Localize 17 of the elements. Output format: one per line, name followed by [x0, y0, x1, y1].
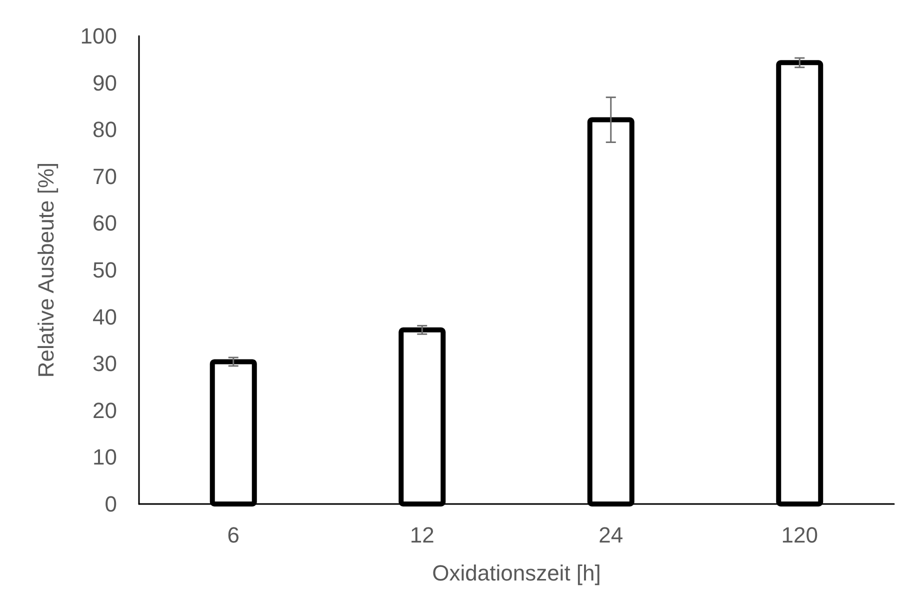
x-tick-label: 6	[227, 522, 240, 548]
y-tick-label: 60	[92, 210, 117, 236]
x-tick-label: 24	[598, 522, 624, 548]
y-tick-label: 100	[80, 24, 117, 48]
x-tick-label: 12	[410, 522, 434, 548]
y-tick-label: 20	[92, 398, 117, 423]
y-tick-label: 10	[92, 444, 117, 470]
x-tick-label: 120	[781, 522, 818, 548]
y-tick-label: 40	[92, 304, 117, 330]
y-tick-label: 70	[92, 164, 117, 189]
x-axis-title: Oxidationszeit [h]	[432, 560, 601, 586]
y-tick-label: 90	[92, 70, 117, 96]
y-axis-title: Relative Ausbeute [%]	[34, 162, 58, 378]
y-tick-label: 30	[92, 351, 117, 376]
y-tick-label: 50	[92, 258, 117, 282]
y-tick-label: 80	[92, 117, 117, 142]
y-tick-label: 0	[104, 492, 117, 516]
